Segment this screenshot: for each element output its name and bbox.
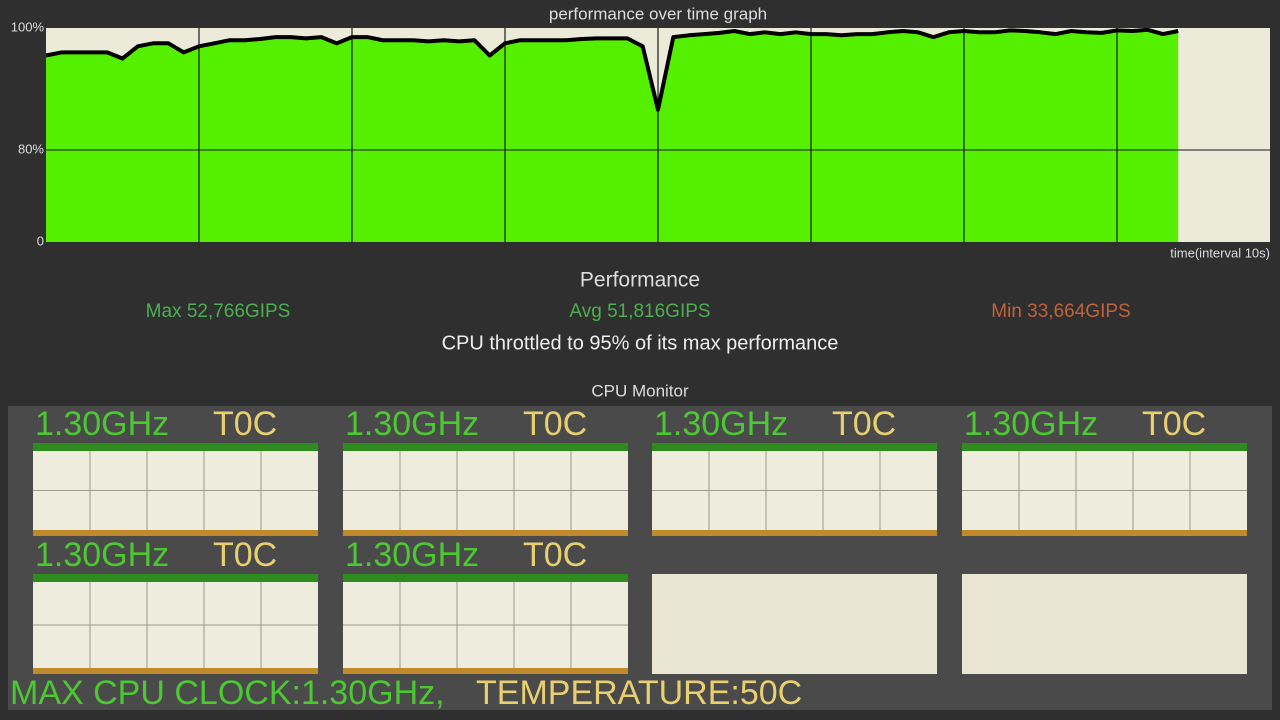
core-frequency: 1.30GHz [35,536,169,574]
core-bottom-bar [343,530,628,536]
core-frequency: 1.30GHz [654,405,788,443]
core-temperature: T0C [523,405,587,443]
x-axis-label: time(interval 10s) [1170,245,1270,260]
temperature: TEMPERATURE:50C [476,674,802,712]
core-top-bar [343,443,628,451]
core-bottom-bar [962,530,1247,536]
core-top-bar [343,574,628,582]
performance-max: Max 52,766GIPS [146,301,291,322]
core-grid: 1.30GHz T0C 1.30GHz T0C 1.30GHz T0C 1.30GHz T0C… [33,405,1247,674]
core-bottom-bar [652,530,937,536]
line [45,27,1179,112]
core-cell-empty [962,574,1247,674]
core-temperature: T0C [213,405,277,443]
core-temperature: T0C [213,536,277,574]
core-frequency: 1.30GHz [345,405,479,443]
core-temperature: T0C [1142,405,1206,443]
core-bottom-bar [343,668,628,674]
core-bottom-bar [33,668,318,674]
core-top-bar [652,443,937,451]
y-tick-label: 0 [37,233,44,248]
core-bottom-bar [33,530,318,536]
core-temperature: T0C [523,536,587,574]
area [46,29,1179,242]
throttle-note: CPU throttled to 95% of its max performa… [442,332,839,354]
core-top-bar [962,443,1247,451]
core-temperature: T0C [832,405,896,443]
chart-title: performance over time graph [549,4,767,23]
max-clock: MAX CPU CLOCK:1.30GHz, [10,674,445,712]
core-top-bar [33,443,318,451]
performance-title: Performance [580,269,700,292]
y-tick-label: 100% [11,19,45,34]
core-frequency: 1.30GHz [345,536,479,574]
core-cell-empty [652,574,937,674]
core-frequency: 1.30GHz [35,405,169,443]
core-frequency: 1.30GHz [964,405,1098,443]
y-tick-label: 80% [18,141,44,156]
performance-min: Min 33,664GIPS [991,301,1130,322]
performance-avg: Avg 51,816GIPS [569,301,710,322]
cpu-monitor-title: CPU Monitor [591,381,689,400]
plot: 0 80% 100% [11,19,1270,248]
core-top-bar [33,574,318,582]
